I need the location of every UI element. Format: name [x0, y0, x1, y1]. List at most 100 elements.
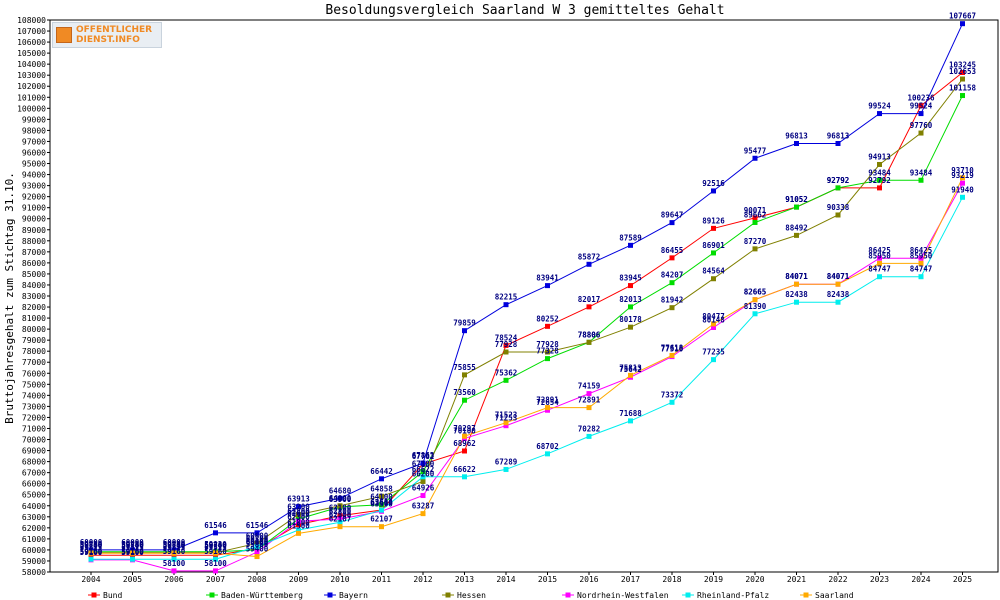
data-label: 59700 — [121, 541, 144, 550]
y-tick-label: 87000 — [22, 248, 46, 257]
data-label: 80477 — [702, 312, 725, 321]
y-tick-label: 106000 — [17, 38, 46, 47]
data-point — [88, 547, 94, 553]
data-label: 84747 — [910, 265, 933, 274]
data-point — [296, 512, 301, 518]
data-label: 87270 — [744, 237, 767, 246]
data-label: 77235 — [702, 348, 725, 357]
data-label: 61500 — [287, 521, 310, 530]
data-label: 79859 — [453, 319, 476, 328]
y-tick-label: 107000 — [17, 27, 46, 36]
data-point — [296, 518, 301, 524]
y-tick-label: 101000 — [17, 93, 46, 102]
y-tick-label: 97000 — [22, 137, 46, 146]
x-tick-label: 2017 — [621, 575, 640, 584]
data-point — [503, 349, 509, 355]
data-label: 62800 — [287, 507, 310, 516]
y-tick-label: 86000 — [22, 259, 46, 268]
data-point — [877, 161, 882, 167]
y-tick-label: 78000 — [22, 347, 46, 356]
x-tick-label: 2013 — [455, 575, 474, 584]
data-label: 66442 — [370, 467, 393, 476]
point-labels: 59525 59525 59525 59525 60100 62300 63100 63614… — [80, 12, 977, 568]
legend-swatch — [565, 592, 571, 598]
data-point — [337, 519, 343, 525]
data-label: 103245 — [949, 60, 976, 69]
data-label: 59525 — [163, 543, 186, 552]
data-label: 75855 — [453, 363, 476, 372]
data-label: 70297 — [453, 424, 476, 433]
x-tick-label: 2022 — [828, 575, 847, 584]
data-label: 59740 — [163, 541, 186, 550]
data-label: 59400 — [246, 545, 269, 554]
data-point — [877, 255, 882, 261]
data-label: 90338 — [827, 203, 850, 212]
data-label: 91052 — [785, 195, 808, 204]
data-point — [877, 177, 882, 183]
data-label: 84071 — [785, 272, 808, 281]
data-label: 64100 — [370, 493, 393, 502]
data-label: 71688 — [619, 409, 642, 418]
data-point — [171, 550, 177, 556]
legend-swatch — [445, 592, 451, 598]
data-point — [296, 504, 301, 510]
data-label: 75362 — [495, 368, 518, 377]
y-tick-label: 63000 — [22, 513, 46, 522]
data-point — [960, 180, 965, 186]
data-point — [794, 141, 799, 147]
data-label: 93219 — [951, 171, 974, 180]
y-tick-label: 76000 — [22, 369, 46, 378]
series-points — [88, 21, 965, 574]
x-tick-label: 2018 — [662, 575, 681, 584]
data-label: 60300 — [246, 535, 269, 544]
data-label: 58100 — [163, 559, 186, 568]
data-point — [669, 220, 675, 226]
logo-line-1: OFFENTLICHER — [76, 25, 153, 35]
data-label: 82438 — [827, 290, 850, 299]
data-point — [213, 530, 218, 536]
data-point — [462, 397, 467, 403]
data-label: 101158 — [949, 84, 977, 93]
publisher-logo: OFFENTLICHER DIENST.INFO — [52, 22, 162, 48]
x-tick-label: 2006 — [164, 575, 183, 584]
y-tick-label: 96000 — [22, 148, 46, 157]
data-label: 64680 — [329, 486, 352, 495]
data-label: 77618 — [661, 343, 684, 352]
data-label: 59525 — [204, 543, 227, 552]
data-label: 59740 — [121, 541, 144, 550]
data-label: 95477 — [744, 146, 767, 155]
y-tick-label: 64000 — [22, 502, 46, 511]
x-axis: 2004 2005 2006 2007 2008 2009 2010 2011 2012 2013… — [81, 572, 972, 584]
data-point — [254, 540, 260, 546]
data-point — [545, 405, 550, 411]
data-label: 84071 — [827, 272, 850, 281]
data-point — [337, 513, 343, 519]
series-line-3 — [91, 78, 963, 554]
data-label: 59830 — [121, 540, 144, 549]
data-point — [379, 476, 384, 482]
data-point — [960, 175, 965, 181]
data-point — [794, 281, 799, 287]
data-label: 59525 — [121, 543, 144, 552]
data-point — [711, 321, 716, 327]
data-label: 63600 — [370, 498, 393, 507]
data-point — [254, 554, 260, 560]
data-label: 75813 — [619, 363, 642, 372]
data-point — [545, 323, 550, 329]
data-label: 92792 — [868, 176, 891, 185]
data-label: 102653 — [949, 67, 977, 76]
legend-entry: Rheinland-Pfalz — [697, 591, 769, 600]
data-point — [960, 69, 965, 75]
y-tick-label: 92000 — [22, 193, 46, 202]
data-point — [337, 495, 343, 501]
data-point — [794, 204, 799, 210]
series-line-2 — [91, 23, 963, 551]
data-point — [545, 349, 550, 355]
data-label: 82665 — [744, 288, 767, 297]
data-point — [711, 324, 716, 330]
data-label: 99524 — [868, 102, 891, 111]
data-label: 66622 — [453, 465, 476, 474]
data-label: 93484 — [868, 168, 891, 177]
data-point — [711, 357, 716, 363]
